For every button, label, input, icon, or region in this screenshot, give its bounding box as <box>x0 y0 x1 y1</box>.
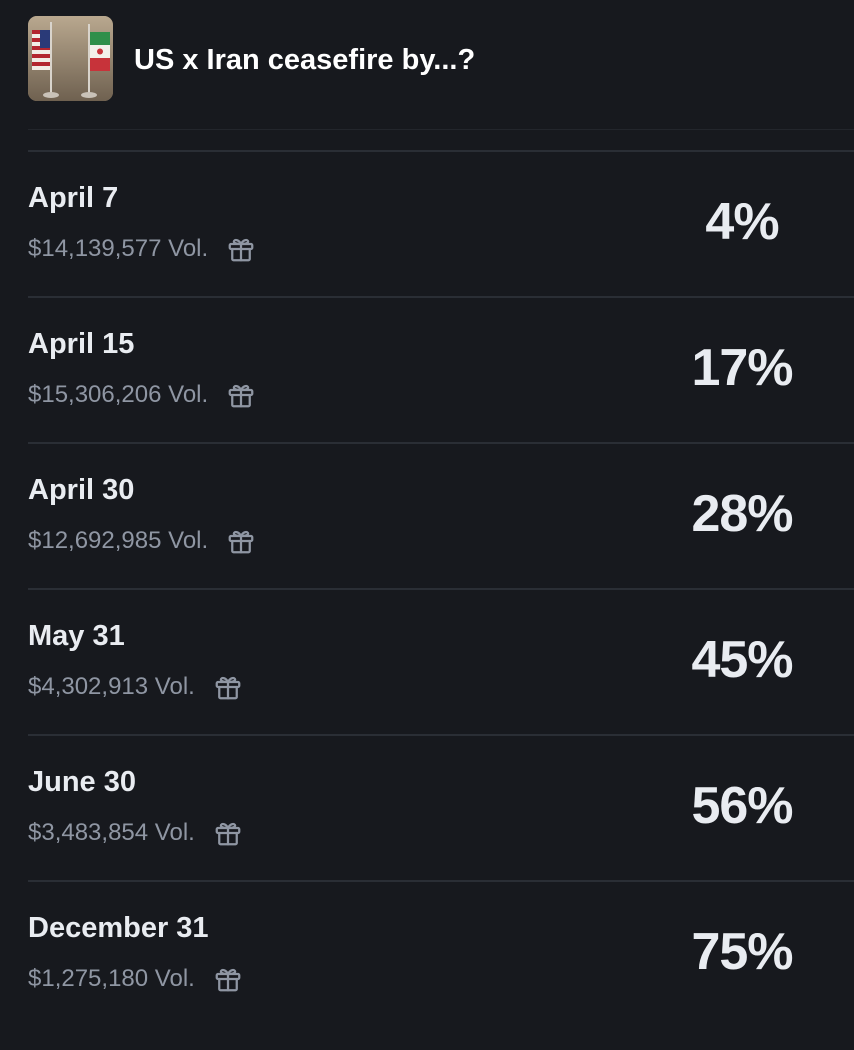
outcome-date: May 31 <box>28 620 125 652</box>
outcome-volume: $4,302,913 Vol. <box>28 673 195 700</box>
outcome-date: April 15 <box>28 328 135 360</box>
outcome-row[interactable]: December 31 $1,275,180 Vol. 75% <box>28 880 854 1026</box>
outcome-volume: $1,275,180 Vol. <box>28 965 195 992</box>
outcome-row[interactable]: April 15 $15,306,206 Vol. 17% <box>28 296 854 442</box>
outcome-volume: $12,692,985 Vol. <box>28 527 209 554</box>
market-header: US x Iran ceasefire by...? <box>0 0 854 130</box>
market-title: US x Iran ceasefire by...? <box>134 44 476 76</box>
outcome-volume: $14,139,577 Vol. <box>28 235 209 262</box>
header-divider <box>28 129 854 130</box>
outcome-probability: 56% <box>691 777 793 835</box>
outcome-probability: 45% <box>691 631 793 689</box>
gift-icon[interactable] <box>213 818 243 848</box>
gift-icon[interactable] <box>226 234 256 264</box>
outcome-date: December 31 <box>28 912 209 944</box>
flags-us-iran-icon[interactable] <box>28 16 113 101</box>
outcome-list: April 7 $14,139,577 Vol. 4% April 15 $15… <box>0 150 854 1026</box>
outcome-row[interactable]: April 7 $14,139,577 Vol. 4% <box>28 150 854 296</box>
outcome-row[interactable]: May 31 $4,302,913 Vol. 45% <box>28 588 854 734</box>
outcome-probability: 4% <box>705 193 779 251</box>
gift-icon[interactable] <box>226 380 256 410</box>
outcome-row[interactable]: April 30 $12,692,985 Vol. 28% <box>28 442 854 588</box>
outcome-probability: 75% <box>691 923 793 981</box>
outcome-row[interactable]: June 30 $3,483,854 Vol. 56% <box>28 734 854 880</box>
gift-icon[interactable] <box>213 964 243 994</box>
outcome-date: April 7 <box>28 182 119 214</box>
outcome-volume: $15,306,206 Vol. <box>28 381 209 408</box>
outcome-date: June 30 <box>28 766 136 798</box>
outcome-volume: $3,483,854 Vol. <box>28 819 195 846</box>
outcome-date: April 30 <box>28 474 135 506</box>
gift-icon[interactable] <box>226 526 256 556</box>
gift-icon[interactable] <box>213 672 243 702</box>
outcome-probability: 17% <box>691 339 793 397</box>
outcome-probability: 28% <box>691 485 793 543</box>
